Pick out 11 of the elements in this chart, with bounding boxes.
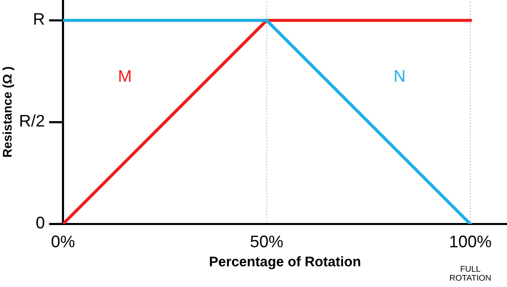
text: FULL ROTATION (450, 266, 491, 281)
text: M (119, 70, 130, 82)
x-axis-title: Percentage of Rotation (210, 256, 360, 270)
text: N (394, 70, 404, 82)
x-tick-label: 100% (450, 236, 492, 248)
text: R (34, 13, 44, 25)
x-tick-label: 0% (52, 236, 74, 248)
y-axis-title: Resistance (Ω ) (2, 66, 14, 157)
text: 0 (36, 216, 44, 228)
text: R/2 (20, 114, 44, 127)
x-tick-label: 50% (250, 236, 283, 248)
